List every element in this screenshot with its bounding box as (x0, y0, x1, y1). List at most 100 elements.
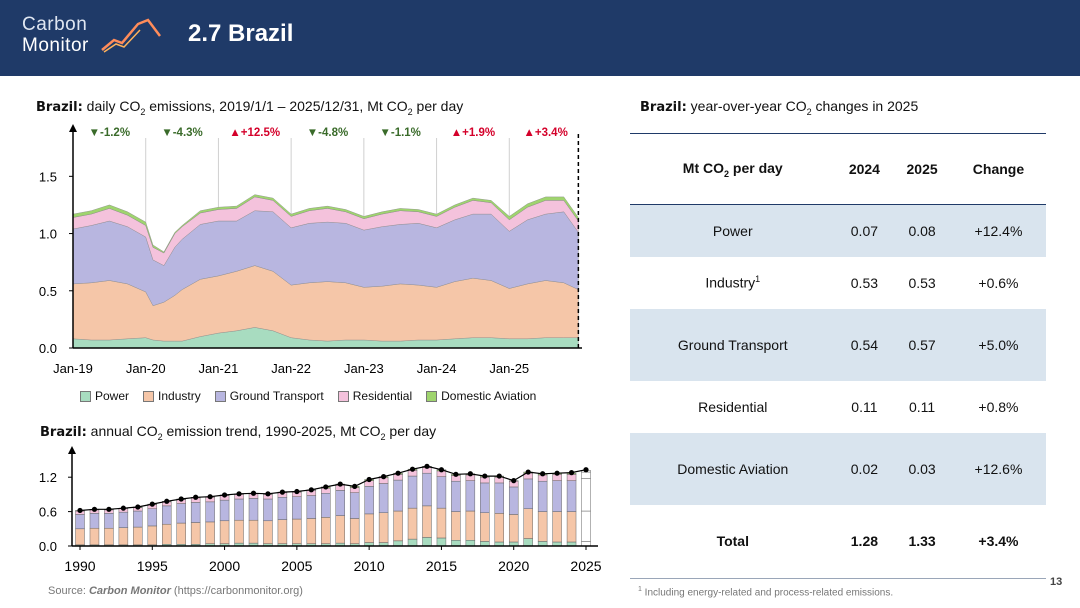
annual-title-text2: emission trend, 1990-2025, Mt CO (162, 423, 381, 439)
y-tick-label: 1.2 (39, 470, 57, 485)
sector-cell: Ground Transport (630, 309, 836, 381)
bar-segment-ground-transport (552, 480, 562, 512)
legend-swatch (214, 390, 226, 402)
daily-title-sub2: 2 (407, 106, 413, 117)
header-unit-text2: per day (729, 159, 783, 176)
yoy-changes-table: Mt CO2 per day 2024 2025 Change Power 0.0… (630, 133, 1046, 577)
change-cell: +0.6% (978, 274, 1019, 291)
bar-segment-industry (205, 521, 215, 544)
daily-emissions-chart: 0.0 0.5 1.0 1.5 Jan-19 Jan-20 Jan-21 Jan-22 Jan-… (39, 124, 582, 376)
bar-segment-industry (422, 505, 432, 538)
bar-segment-ground-transport (349, 492, 360, 519)
total-point (453, 471, 459, 477)
total-point (265, 491, 271, 497)
bar-segment-ground-transport (219, 499, 230, 522)
total-point (583, 467, 589, 473)
y-axis-arrow (68, 446, 76, 454)
total-point (207, 494, 213, 500)
total-point (135, 504, 141, 510)
footnote-marker: 1 (638, 586, 642, 593)
bar-segment-industry (277, 519, 288, 544)
bar-segment-industry (190, 522, 201, 545)
bar-segment-power (465, 540, 476, 547)
bar-segment-industry (104, 527, 114, 546)
bar-segment-industry (349, 518, 360, 544)
x-tick-label: 2010 (354, 558, 385, 574)
bar-segment-industry (75, 528, 85, 546)
yoy-annotation: ▼-1.1% (379, 127, 420, 139)
bar-segment-industry (306, 518, 317, 544)
bar-segment-industry (219, 520, 230, 544)
y-tick-label: 1.0 (39, 227, 57, 242)
x-tick-label: Jan-21 (199, 361, 239, 376)
total-point (540, 471, 546, 477)
logo-line2: Monitor (22, 35, 89, 56)
total-point (482, 473, 488, 479)
total-point (496, 473, 502, 479)
bar-segment-industry (494, 513, 504, 543)
carbon-monitor-logo: Carbon Monitor (22, 14, 89, 56)
bar-segment-power (422, 537, 432, 547)
bar-segment-industry (118, 527, 129, 546)
bar-segment-industry (321, 517, 331, 544)
bar-segment-industry (523, 508, 533, 539)
x-tick-label: Jan-23 (344, 361, 384, 376)
sector-label: Power (712, 222, 753, 239)
bar-segment-ground-transport (508, 486, 519, 515)
yoy-annotation: ▼-4.3% (161, 127, 202, 139)
y-tick-label: 0.0 (39, 539, 57, 554)
bar-segment-industry (566, 511, 577, 543)
sector-label: Domestic Aviation (677, 460, 789, 477)
legend-label: Industry (158, 389, 201, 403)
bar-segment-ground-transport (190, 502, 201, 523)
value-cell-2025: 0.08 (908, 222, 936, 239)
bar-segment-ground-transport (436, 476, 447, 509)
header-2024: 2024 (835, 133, 894, 205)
x-tick-label: Jan-25 (489, 361, 529, 376)
bar-segment-ground-transport (147, 508, 158, 527)
page-title: 2.7 Brazil (188, 20, 294, 47)
legend-swatch (143, 390, 155, 402)
total-point (236, 491, 242, 497)
bar-segment-power (407, 538, 418, 547)
x-tick-label: Jan-20 (126, 361, 166, 376)
x-tick-label: 2020 (498, 558, 529, 574)
header-unit-text: Mt CO (682, 159, 725, 176)
sector-label: Total (716, 532, 749, 549)
bar-segment-industry (292, 518, 302, 544)
bar-segment-industry (162, 523, 172, 545)
footnote-text: Including energy-related and process-rel… (641, 587, 894, 599)
table-title-text2: changes in 2025 (811, 98, 919, 114)
x-tick-label: 2000 (209, 558, 240, 574)
bar-segment-ground-transport (407, 475, 418, 509)
value-cell-2024: 0.54 (850, 336, 879, 353)
yoy-annotation: ▲+1.9% (451, 127, 495, 139)
total-point (554, 470, 560, 476)
header-unit: Mt CO2 per day (630, 133, 836, 205)
bar-segment-industry (234, 519, 244, 544)
source-url: (https://carbonmonitor.org) (170, 585, 303, 597)
total-point (193, 494, 199, 500)
footnote: 1 Including energy-related and process-r… (638, 586, 893, 598)
yoy-annotation: ▼-1.2% (89, 127, 130, 139)
bar-segment-ground-transport (263, 498, 273, 522)
bar-segment-ground-transport (104, 513, 114, 529)
table-row-residential: Residential 0.11 0.11 +0.8% (630, 381, 1046, 433)
total-point (106, 506, 112, 512)
bar-segment-ground-transport (480, 482, 490, 513)
value-cell-2025: 1.33 (908, 532, 936, 549)
bar-segment-industry (393, 510, 403, 542)
total-point (337, 481, 343, 487)
bar-segment-industry (89, 527, 100, 546)
bar-segment-industry (147, 525, 158, 546)
legend-swatch (337, 390, 349, 402)
value-cell-2024: 0.02 (850, 460, 879, 477)
table-header-row: Mt CO2 per day 2024 2025 Change (630, 133, 1046, 205)
x-tick-label: 2015 (426, 558, 457, 574)
bar-segment-ground-transport (393, 479, 403, 512)
sector-label: Residential (698, 398, 768, 415)
bar-segment-ground-transport (335, 490, 345, 516)
bar-segment-power (523, 538, 533, 547)
bar-segment-ground-transport (277, 497, 288, 520)
bar-segment-ground-transport (465, 480, 476, 512)
